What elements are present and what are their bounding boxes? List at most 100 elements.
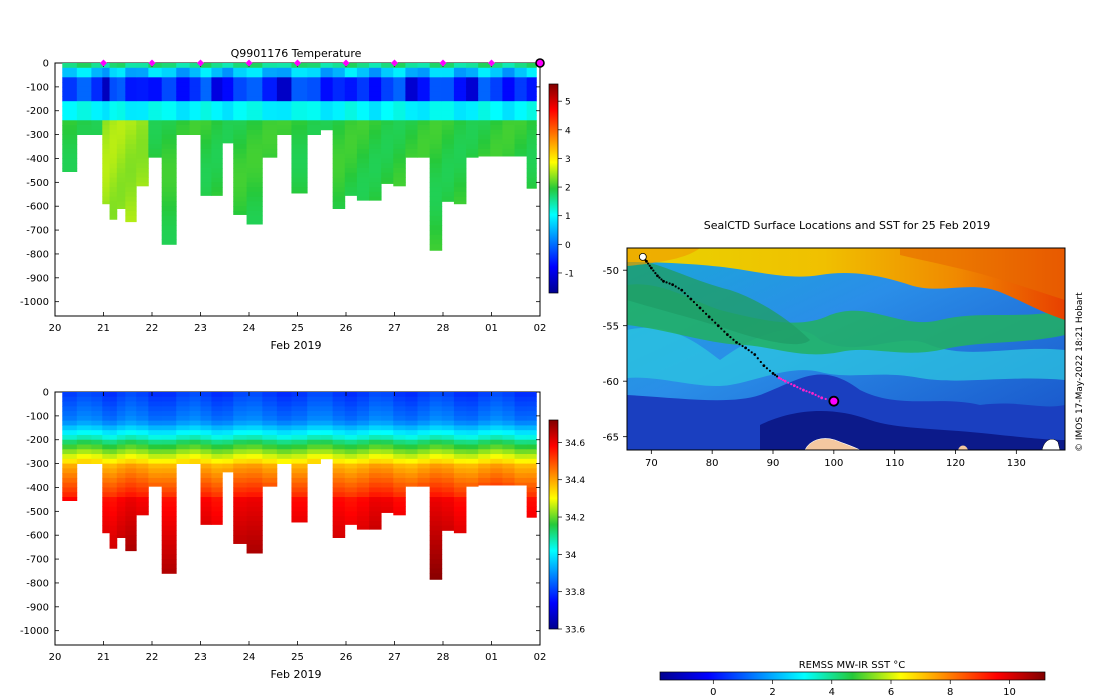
profile-cell <box>502 430 515 436</box>
profile-cell <box>307 77 321 83</box>
profile-cell <box>200 168 212 174</box>
profile-cell <box>332 163 346 169</box>
y-tick-label: -400 <box>26 154 49 165</box>
profile-cell <box>441 420 455 426</box>
x-tick-label: 26 <box>340 652 353 663</box>
profile-cell <box>369 82 382 88</box>
profile-cell <box>211 396 223 402</box>
profile-cell <box>116 120 126 126</box>
profile-cell <box>102 187 110 193</box>
profile-cell <box>332 506 346 512</box>
profile-cell <box>381 105 394 112</box>
profile-cell <box>381 134 394 140</box>
profile-cell <box>291 439 308 445</box>
profile-cell <box>176 96 190 102</box>
profile-cell <box>200 492 212 498</box>
profile-cell <box>116 144 126 150</box>
profile-cell <box>502 125 515 131</box>
profile-cell <box>262 110 278 116</box>
profile-cell <box>200 191 212 196</box>
profile-markers <box>100 58 545 68</box>
profile-cell <box>161 482 177 488</box>
profile-cell <box>381 182 394 184</box>
profile-cell <box>246 77 263 83</box>
profile-cell <box>222 134 234 140</box>
profile-cell <box>276 449 292 455</box>
profile-cell <box>393 153 406 159</box>
profile-cell <box>453 201 467 205</box>
profile-cell <box>76 101 92 107</box>
profile-cell <box>332 511 346 517</box>
profile-cell <box>466 425 479 431</box>
profile-cell <box>466 82 479 88</box>
profile-cell <box>136 115 149 121</box>
profile-cell <box>189 430 201 436</box>
profile-cell <box>116 77 126 83</box>
profile-cell <box>405 401 418 407</box>
profile-cell <box>369 420 382 426</box>
profile-cell <box>211 497 223 503</box>
profile-cell <box>102 115 110 121</box>
profile-cell <box>417 401 431 407</box>
profile-cell <box>344 411 358 417</box>
profile-cell <box>356 172 370 178</box>
profile-cell <box>233 77 247 83</box>
profile-cell <box>211 172 223 178</box>
profile-cell <box>291 425 308 431</box>
profile-cell <box>291 177 308 183</box>
profile-cell <box>320 125 334 131</box>
profile-cell <box>136 430 149 436</box>
profile-cell <box>200 506 212 512</box>
profile-cell <box>369 153 382 159</box>
profile-cell <box>320 420 334 426</box>
profile-cell <box>393 177 406 183</box>
profile-cell <box>502 101 515 107</box>
profile-cell <box>441 425 455 431</box>
profile-cell <box>526 67 537 73</box>
profile-cell <box>429 473 443 479</box>
profile-cell <box>116 454 126 460</box>
sst-colorbar-ticks: 0 2 4 6 8 10 <box>710 680 1016 698</box>
profile-cell <box>102 67 110 73</box>
profile-cell <box>441 129 455 136</box>
profile-cell <box>211 473 223 479</box>
profile-cell <box>344 129 358 136</box>
profile-cell <box>417 434 431 441</box>
profile-cell <box>189 115 201 121</box>
profile-cell <box>116 449 126 455</box>
profile-cell <box>405 454 418 460</box>
profile-cell <box>109 449 118 455</box>
profile-cell <box>116 105 126 112</box>
profile-cell <box>381 101 394 107</box>
profile-cell <box>125 454 137 460</box>
y-tick-label: -1000 <box>20 297 49 308</box>
profile-cell <box>125 411 137 417</box>
track-point <box>744 346 748 350</box>
profile-cell <box>429 525 443 531</box>
profile-cell <box>62 497 78 501</box>
profile-cell <box>369 105 382 112</box>
profile-cell <box>136 67 149 73</box>
profile-cell <box>200 425 212 431</box>
profile-cell <box>161 539 177 546</box>
profile-cell <box>125 148 137 155</box>
profile-cell <box>136 139 149 145</box>
profile-cell <box>307 120 321 126</box>
profile-cell <box>514 444 528 450</box>
profile-cell <box>526 134 537 140</box>
profile-cell <box>429 210 443 217</box>
profile-cell <box>102 82 110 88</box>
profile-cell <box>381 468 394 474</box>
profile-cell <box>393 501 406 507</box>
profile-cell <box>276 425 292 431</box>
profile-cell <box>62 144 78 150</box>
profile-cell <box>136 477 149 484</box>
profile-cell <box>502 420 515 426</box>
profile-cell <box>222 91 234 97</box>
profile-cell <box>148 468 163 474</box>
profile-cell <box>125 96 137 102</box>
track-point <box>817 395 820 398</box>
profile-cell <box>291 487 308 493</box>
profile-cell <box>514 115 528 121</box>
profile-cell <box>148 77 163 83</box>
